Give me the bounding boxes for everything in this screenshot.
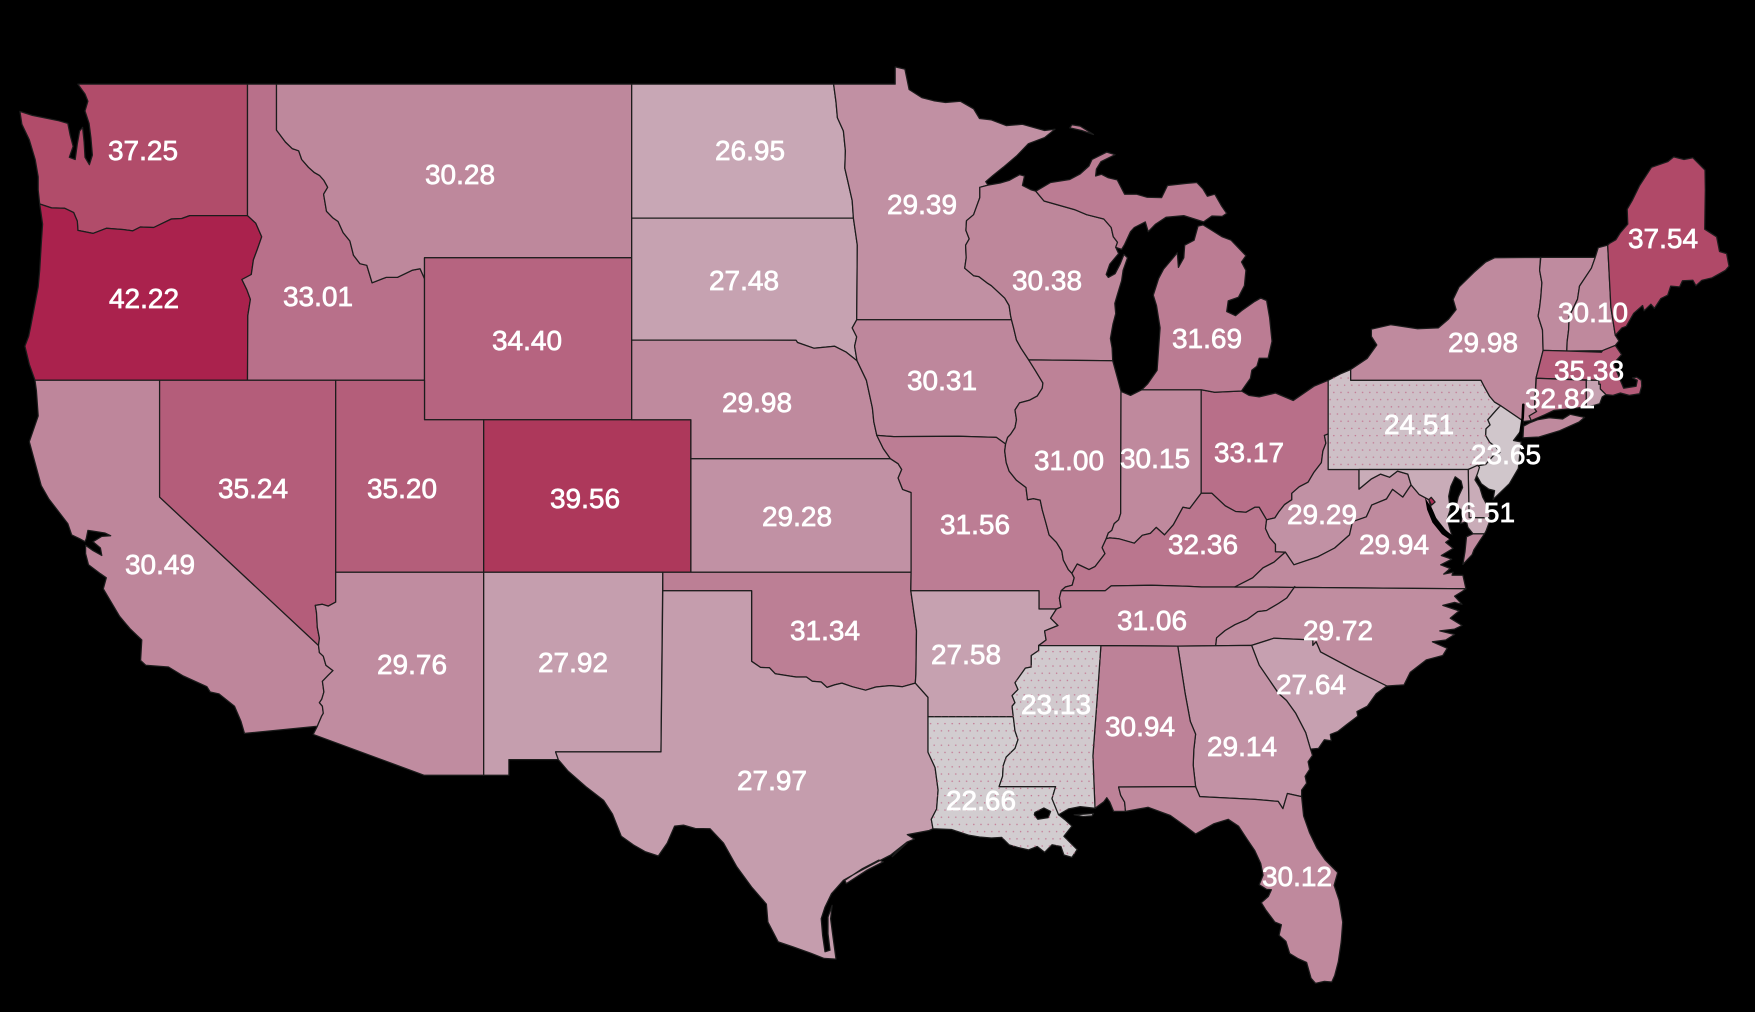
svg-text:29.14: 29.14 <box>1207 731 1277 762</box>
svg-text:39.56: 39.56 <box>550 483 620 514</box>
svg-text:42.22: 42.22 <box>109 283 179 314</box>
svg-text:29.76: 29.76 <box>377 649 447 680</box>
svg-text:29.98: 29.98 <box>722 387 792 418</box>
svg-text:37.54: 37.54 <box>1628 223 1698 254</box>
svg-text:30.31: 30.31 <box>907 365 977 396</box>
svg-text:23.65: 23.65 <box>1471 439 1541 470</box>
svg-text:29.98: 29.98 <box>1448 327 1518 358</box>
svg-text:30.49: 30.49 <box>125 549 195 580</box>
svg-text:31.06: 31.06 <box>1117 605 1187 636</box>
svg-text:35.20: 35.20 <box>367 473 437 504</box>
svg-text:26.51: 26.51 <box>1445 497 1515 528</box>
svg-text:27.64: 27.64 <box>1276 669 1346 700</box>
svg-text:29.29: 29.29 <box>1287 499 1357 530</box>
svg-text:31.00: 31.00 <box>1034 445 1104 476</box>
svg-text:33.01: 33.01 <box>283 281 353 312</box>
svg-text:30.38: 30.38 <box>1012 265 1082 296</box>
svg-text:31.56: 31.56 <box>940 509 1010 540</box>
svg-text:29.94: 29.94 <box>1359 529 1429 560</box>
svg-text:30.94: 30.94 <box>1105 711 1175 742</box>
svg-text:29.72: 29.72 <box>1303 615 1373 646</box>
svg-text:29.28: 29.28 <box>762 501 832 532</box>
svg-text:34.40: 34.40 <box>492 325 562 356</box>
svg-text:26.95: 26.95 <box>715 135 785 166</box>
svg-text:27.48: 27.48 <box>709 265 779 296</box>
svg-text:31.34: 31.34 <box>790 615 860 646</box>
svg-text:30.28: 30.28 <box>425 159 495 190</box>
svg-text:33.17: 33.17 <box>1214 437 1284 468</box>
svg-text:27.97: 27.97 <box>737 765 807 796</box>
svg-text:32.36: 32.36 <box>1168 529 1238 560</box>
svg-text:29.39: 29.39 <box>887 189 957 220</box>
svg-text:30.12: 30.12 <box>1262 861 1332 892</box>
svg-text:24.51: 24.51 <box>1384 409 1454 440</box>
svg-text:22.66: 22.66 <box>946 785 1016 816</box>
svg-text:30.10: 30.10 <box>1558 297 1628 328</box>
svg-text:23.13: 23.13 <box>1021 689 1091 720</box>
svg-text:32.82: 32.82 <box>1525 383 1595 414</box>
svg-text:27.92: 27.92 <box>538 647 608 678</box>
svg-text:27.58: 27.58 <box>931 639 1001 670</box>
svg-text:35.24: 35.24 <box>218 473 288 504</box>
svg-text:35.38: 35.38 <box>1554 355 1624 386</box>
svg-text:30.15: 30.15 <box>1120 443 1190 474</box>
svg-text:31.69: 31.69 <box>1172 323 1242 354</box>
svg-text:37.25: 37.25 <box>108 135 178 166</box>
